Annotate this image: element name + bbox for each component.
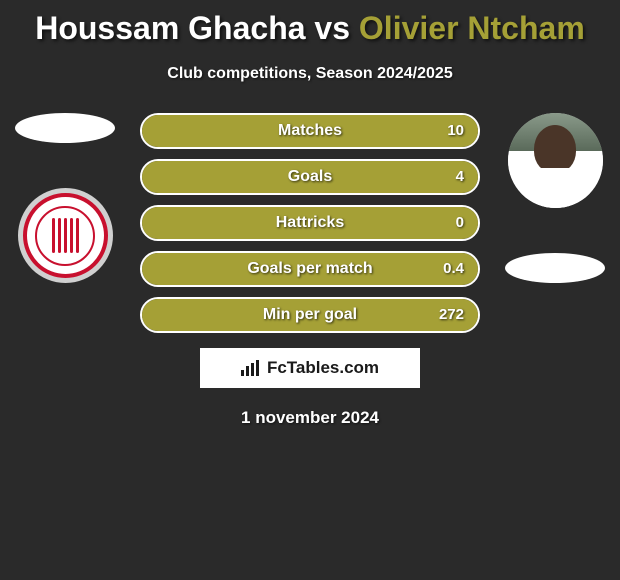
player2-avatar [508, 113, 603, 208]
bar-value-right: 0.4 [443, 253, 464, 285]
stat-bars: Matches10 Goals4 Hattricks0 Goals per match… [140, 113, 480, 333]
bar-value-right: 272 [439, 299, 464, 331]
bar-label: Matches [142, 115, 478, 147]
vs-text: vs [314, 10, 350, 46]
stat-bar: Goals per match0.4 [140, 251, 480, 287]
player1-name: Houssam Ghacha [35, 10, 305, 46]
right-player-column [500, 113, 610, 283]
left-player-column [10, 113, 120, 283]
bar-label: Goals per match [142, 253, 478, 285]
bar-value-right: 0 [456, 207, 464, 239]
date-text: 1 november 2024 [0, 408, 620, 428]
stat-bar: Matches10 [140, 113, 480, 149]
bar-label: Hattricks [142, 207, 478, 239]
content-area: Matches10 Goals4 Hattricks0 Goals per match… [0, 113, 620, 428]
player1-club-logo [18, 188, 113, 283]
stat-bar: Hattricks0 [140, 205, 480, 241]
branding-badge: FcTables.com [200, 348, 420, 388]
player2-ellipse [505, 253, 605, 283]
bar-value-right: 4 [456, 161, 464, 193]
branding-text: FcTables.com [267, 358, 379, 378]
bar-label: Min per goal [142, 299, 478, 331]
player1-ellipse [15, 113, 115, 143]
subtitle: Club competitions, Season 2024/2025 [0, 65, 620, 83]
chart-icon [241, 360, 261, 376]
player2-name: Olivier Ntcham [359, 10, 585, 46]
stat-bar: Min per goal272 [140, 297, 480, 333]
stat-bar: Goals4 [140, 159, 480, 195]
bar-value-right: 10 [447, 115, 464, 147]
bar-label: Goals [142, 161, 478, 193]
comparison-title: Houssam Ghacha vs Olivier Ntcham [0, 0, 620, 47]
